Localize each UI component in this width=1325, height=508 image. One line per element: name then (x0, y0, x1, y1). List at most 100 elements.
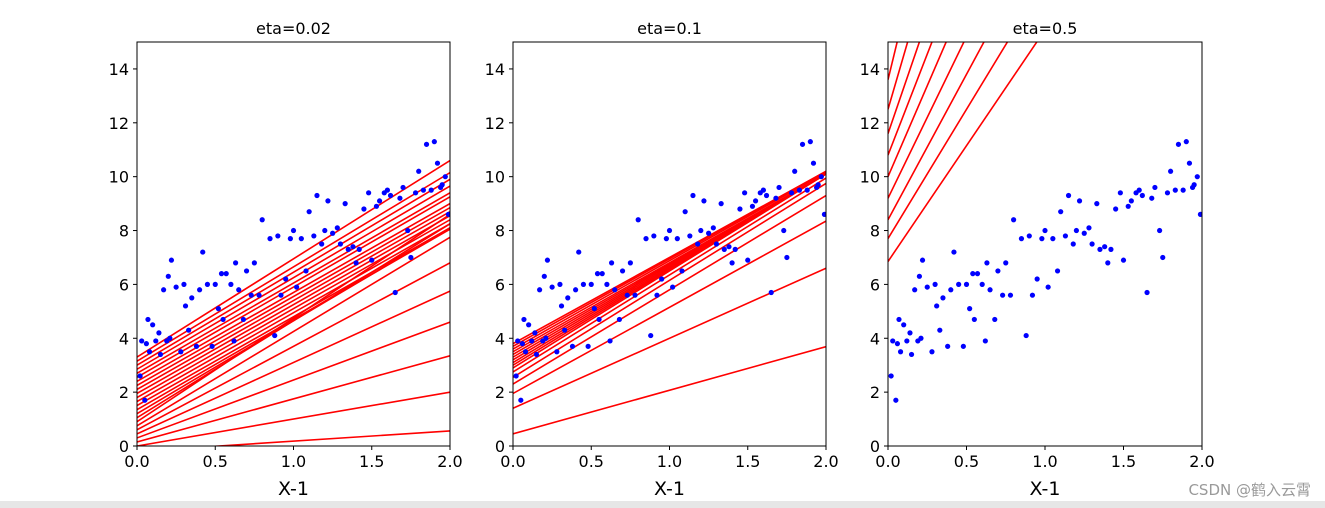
y-tick-label: 10 (109, 168, 129, 187)
data-point (995, 268, 1001, 274)
data-point (1073, 227, 1079, 234)
watermark: CSDN @鹤入云霄 (1188, 481, 1311, 499)
prediction-line (137, 206, 450, 387)
data-point (713, 241, 720, 247)
data-point (607, 338, 613, 344)
data-point (907, 330, 913, 336)
data-point (1120, 257, 1127, 263)
x-tick-label: 0.5 (579, 452, 604, 471)
prediction-line (137, 219, 450, 399)
data-point (890, 338, 896, 344)
data-point (541, 273, 547, 279)
prediction-line (888, 42, 948, 177)
x-tick-label: 0.5 (203, 452, 228, 471)
prediction-line (137, 228, 450, 411)
y-tick-label: 4 (870, 329, 880, 348)
prediction-line (513, 220, 826, 395)
data-point (442, 174, 448, 180)
data-point (243, 268, 250, 274)
data-point (784, 254, 790, 261)
data-point (350, 244, 356, 250)
prediction-line (137, 178, 450, 366)
data-point (161, 287, 167, 293)
data-point (904, 338, 910, 344)
data-point (513, 373, 519, 379)
data-point (701, 198, 707, 204)
data-point (670, 284, 676, 290)
data-point (648, 332, 654, 339)
data-point (1054, 268, 1061, 274)
data-point (1029, 292, 1036, 298)
data-point (1144, 289, 1150, 296)
data-point (423, 141, 430, 147)
data-point (361, 206, 367, 212)
y-tick-label: 8 (119, 222, 129, 241)
data-point (319, 241, 325, 247)
data-point (1102, 244, 1108, 250)
prediction-line (137, 262, 450, 431)
data-point (588, 281, 594, 287)
data-point (157, 351, 164, 358)
data-point (369, 257, 375, 263)
data-point (912, 287, 918, 293)
x-tick-label: 0.5 (954, 452, 979, 471)
subplot-2: 0.0 0.5 1.0 1.5 2.0 0 2 4 6 8 10 12 14 eta=0.1 X-1 (485, 19, 839, 500)
data-point (896, 316, 902, 323)
data-point (1086, 225, 1092, 231)
x-axis-label: X-1 (1029, 478, 1060, 500)
data-point (781, 227, 787, 234)
prediction-line (513, 345, 826, 435)
data-point (228, 281, 234, 287)
data-point (178, 349, 184, 355)
data-point (687, 233, 693, 239)
plot-area (888, 42, 1202, 403)
data-point (815, 182, 821, 188)
data-point (1197, 211, 1202, 217)
data-point (710, 225, 716, 231)
data-point (1168, 168, 1174, 174)
data-point (167, 335, 173, 341)
y-tick-label: 0 (119, 437, 129, 456)
data-point (337, 241, 344, 247)
data-point (189, 295, 195, 301)
data-point (974, 271, 981, 277)
y-tick-label: 4 (119, 329, 129, 348)
data-point (532, 330, 538, 336)
data-point (929, 349, 935, 355)
data-point (971, 316, 977, 323)
data-point (212, 281, 218, 287)
prediction-line (888, 42, 1038, 262)
data-point (1023, 332, 1029, 339)
data-point (306, 209, 312, 215)
data-point (984, 260, 990, 266)
data-point (666, 227, 673, 234)
data-point (940, 295, 946, 301)
data-point (1058, 209, 1064, 215)
data-point (604, 281, 610, 287)
data-point (729, 260, 735, 266)
data-point (732, 246, 738, 252)
data-point (1172, 187, 1178, 193)
y-tick-label: 12 (860, 114, 880, 133)
data-point (594, 271, 601, 277)
data-point (1139, 192, 1145, 199)
data-point (366, 190, 372, 196)
data-point (591, 306, 597, 312)
data-point (397, 195, 403, 201)
data-point (521, 316, 527, 323)
data-point (283, 276, 289, 282)
data-point (557, 281, 563, 287)
data-point (543, 335, 549, 341)
data-point (209, 343, 215, 349)
data-point (1081, 230, 1087, 236)
data-point (1062, 233, 1069, 239)
prediction-line (513, 173, 826, 353)
data-point (1065, 192, 1072, 199)
y-tick-label: 6 (119, 275, 129, 294)
data-point (948, 287, 954, 293)
data-point (624, 292, 630, 298)
x-tick-label: 0.0 (124, 452, 149, 471)
data-point (810, 160, 817, 166)
data-point (654, 292, 660, 298)
data-point (924, 284, 930, 290)
